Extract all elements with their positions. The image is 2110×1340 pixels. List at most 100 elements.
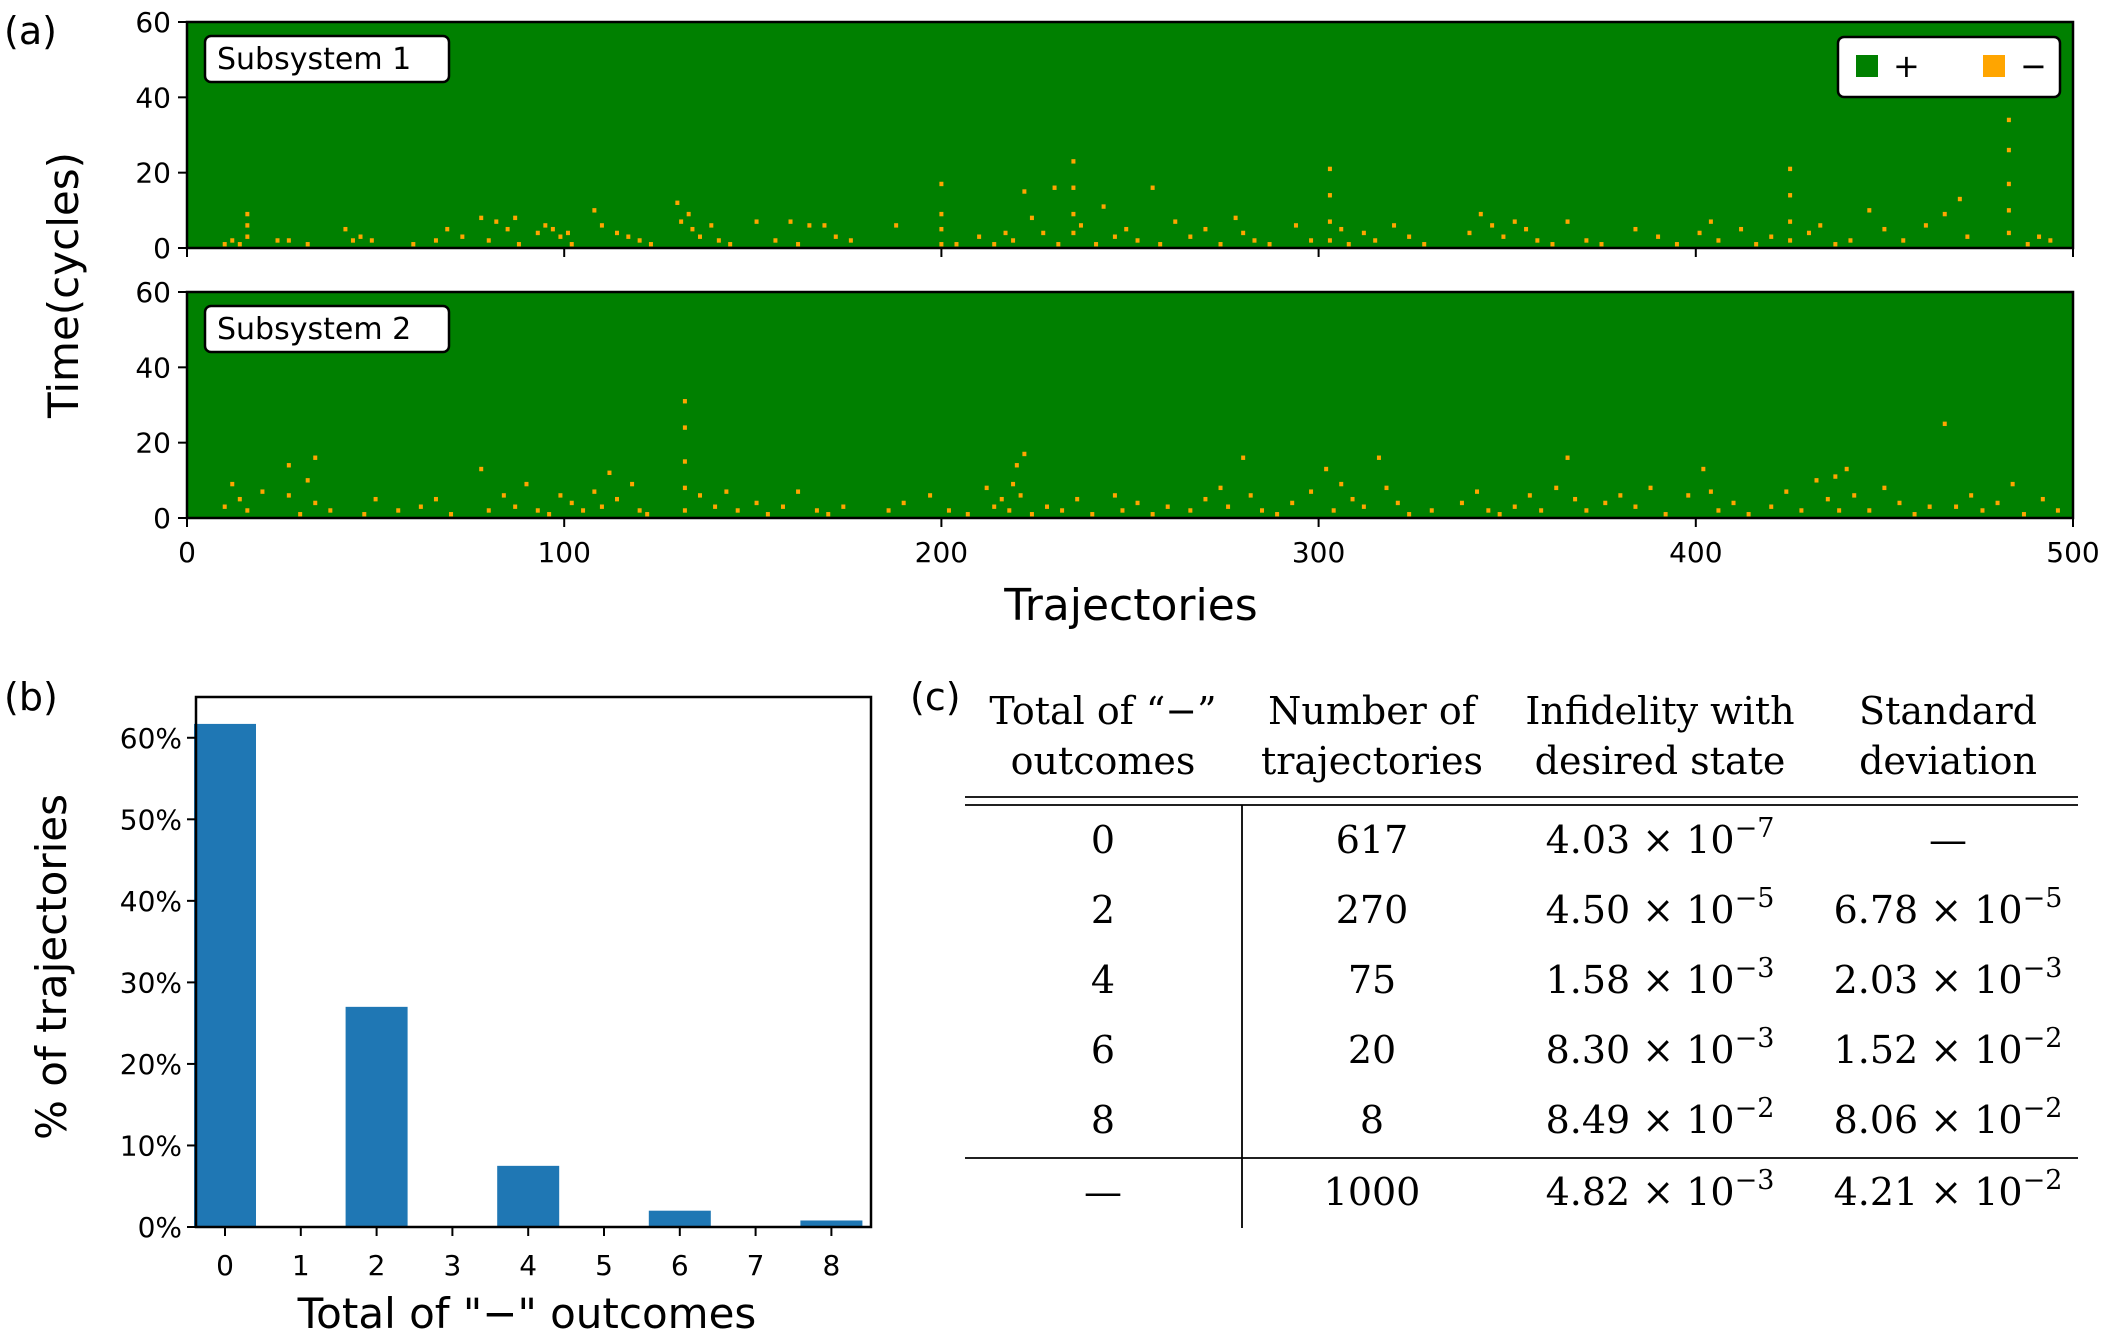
minus-outcome-point [535, 508, 540, 513]
minus-outcome-point [1071, 159, 1076, 164]
minus-outcome-point [965, 512, 970, 517]
minus-outcome-point [780, 504, 785, 509]
minus-outcome-point [543, 223, 548, 228]
minus-outcome-point [1769, 234, 1774, 239]
table-footer-std: 4.21 × 10−2 [1834, 1165, 2063, 1214]
minus-outcome-point [1501, 234, 1506, 239]
minus-outcome-point [2037, 234, 2042, 239]
minus-outcome-point [765, 512, 770, 517]
x-tick-label: 200 [915, 536, 968, 569]
minus-outcome-point [1124, 226, 1129, 232]
minus-outcome-point [1029, 512, 1034, 517]
panel-a-ylabel: Time(cycles) [39, 152, 88, 419]
minus-outcome-point [1014, 463, 1019, 468]
minus-outcome-point [260, 489, 265, 494]
minus-outcome-point [599, 223, 604, 228]
minus-outcome-point [501, 493, 506, 498]
minus-outcome-point [1565, 455, 1570, 460]
minus-outcome-point [682, 425, 687, 430]
minus-outcome-point [626, 234, 631, 239]
minus-outcome-point [1686, 493, 1691, 498]
minus-outcome-point [524, 481, 529, 487]
minus-outcome-point [1927, 504, 1932, 509]
bar [497, 1165, 560, 1227]
minus-outcome-point [1848, 238, 1853, 243]
minus-outcome-point [1248, 493, 1253, 498]
minus-outcome-point [1788, 193, 1793, 198]
panel-a-xlabel: Trajectories [1003, 580, 1257, 631]
minus-outcome-point [939, 226, 944, 232]
minus-outcome-point [826, 512, 831, 517]
minus-outcome-point [1818, 223, 1823, 228]
minus-outcome-point [1599, 242, 1604, 247]
minus-outcome-point [237, 242, 242, 247]
minus-outcome-point [1022, 189, 1027, 194]
minus-outcome-point [1339, 226, 1344, 232]
minus-outcome-point [2006, 181, 2011, 187]
minus-outcome-point [592, 489, 597, 494]
subplot-background [187, 292, 2073, 518]
minus-outcome-point [1490, 223, 1495, 228]
panel-label-a: (a) [4, 9, 57, 53]
y-tick-label: 20 [135, 427, 171, 460]
minus-outcome-point [1029, 215, 1034, 221]
minus-outcome-point [1327, 166, 1332, 172]
minus-outcome-point [1527, 493, 1532, 498]
minus-outcome-point [713, 504, 718, 509]
minus-outcome-point [2010, 481, 2015, 487]
minus-outcome-point [547, 512, 552, 517]
minus-outcome-point [1769, 504, 1774, 509]
x-tick-label: 3 [443, 1249, 461, 1282]
bar [648, 1210, 711, 1227]
minus-outcome-point [615, 230, 620, 236]
minus-outcome-point [728, 242, 733, 247]
table-footer-total: — [1084, 1170, 1122, 1214]
minus-outcome-point [1814, 478, 1819, 483]
minus-outcome-point [1309, 489, 1314, 494]
minus-outcome-point [822, 223, 827, 228]
minus-outcome-point [1674, 242, 1679, 247]
minus-outcome-point [615, 496, 620, 502]
minus-outcome-point [1011, 481, 1016, 487]
table-cell-number: 8 [1360, 1098, 1384, 1142]
minus-outcome-point [369, 238, 374, 243]
table-cell-total: 0 [1091, 818, 1115, 862]
panel-b-bar-chart: 0% 10% 20% 30% 40% 50% 60% 0 1 2 3 4 5 6 7 8 [120, 695, 873, 1282]
minus-outcome-point [1731, 500, 1736, 506]
minus-outcome-point [1584, 508, 1589, 513]
minus-outcome-point [833, 234, 838, 239]
minus-outcome-point [1923, 223, 1928, 228]
minus-outcome-point [1165, 504, 1170, 509]
minus-outcome-point [679, 219, 684, 224]
panel-label-b: (b) [4, 675, 58, 719]
minus-outcome-point [1101, 204, 1106, 209]
minus-outcome-point [373, 496, 378, 502]
minus-outcome-point [709, 223, 714, 228]
minus-outcome-point [1512, 504, 1517, 509]
minus-outcome-point [630, 481, 635, 487]
y-tick-label: 30% [120, 966, 182, 999]
legend-plus-swatch [1856, 55, 1878, 77]
minus-outcome-point [1957, 196, 1962, 202]
minus-outcome-point [1407, 234, 1412, 239]
minus-outcome-point [222, 242, 227, 247]
minus-outcome-point [2021, 512, 2026, 517]
minus-outcome-point [1173, 219, 1178, 224]
minus-outcome-point [460, 234, 465, 239]
minus-outcome-point [1376, 455, 1381, 460]
minus-outcome-point [754, 219, 759, 224]
minus-outcome-point [1373, 238, 1378, 243]
minus-outcome-point [433, 496, 438, 502]
minus-outcome-point [479, 215, 484, 221]
minus-outcome-point [1252, 238, 1257, 243]
minus-outcome-point [2006, 230, 2011, 236]
minus-outcome-point [1942, 421, 1947, 427]
minus-outcome-point [1052, 185, 1057, 190]
minus-outcome-point [1739, 226, 1744, 232]
minus-outcome-point [581, 508, 586, 513]
minus-outcome-point [992, 242, 997, 247]
table-header-cell: Total of “−” [989, 689, 1216, 733]
minus-outcome-point [1867, 208, 1872, 213]
minus-outcome-point [1573, 496, 1578, 502]
x-tick-label: 8 [822, 1249, 840, 1282]
